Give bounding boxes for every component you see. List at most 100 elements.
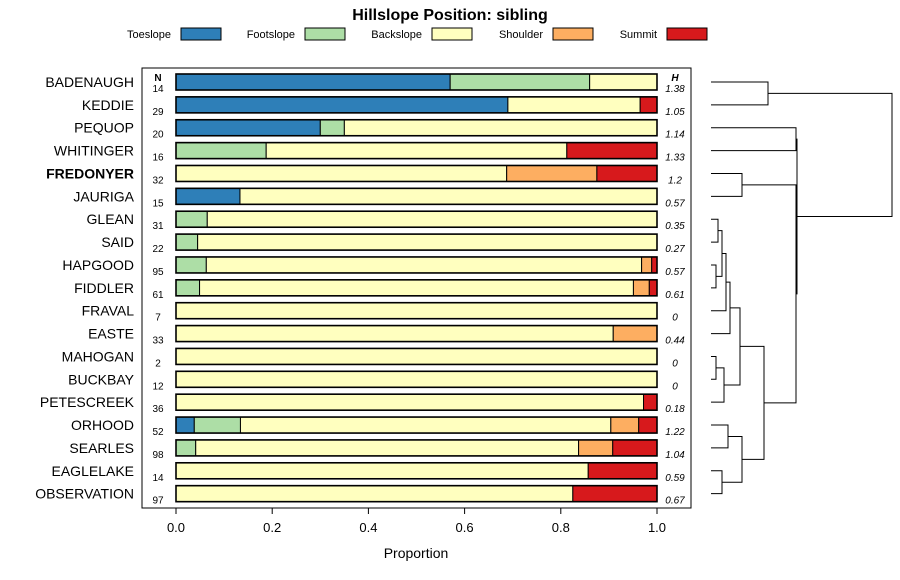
bar-segment-backslope <box>175 485 574 503</box>
bar-outline <box>175 187 658 206</box>
dendrogram-branch <box>711 367 725 403</box>
dendrogram-branch <box>716 230 723 277</box>
row-fraval: FRAVAL 7 0 <box>82 301 678 324</box>
row-label: ORHOOD <box>71 417 134 433</box>
bar-segment-backslope <box>175 347 658 365</box>
bar-segment-footslope <box>193 416 241 434</box>
bar-segment-backslope <box>175 302 658 320</box>
row-h-value: 1.04 <box>665 450 685 461</box>
legend-swatch-backslope <box>431 27 473 41</box>
dendrogram-branch <box>742 184 797 404</box>
x-tick-label: 0.4 <box>359 520 377 535</box>
bar-segment-summit <box>572 485 658 503</box>
row-n-value: 7 <box>155 313 161 324</box>
bar-segment-footslope <box>175 142 267 160</box>
row-h-value: 0.44 <box>665 336 685 347</box>
bar-segment-footslope <box>175 210 208 228</box>
bar-segment-footslope <box>175 439 197 457</box>
plot-frame <box>141 67 692 509</box>
x-tick-label: 0.6 <box>456 520 474 535</box>
row-h-value: 0 <box>672 381 678 392</box>
row-label: EASTE <box>88 326 134 342</box>
bar-segment-summit <box>643 393 658 411</box>
dendrogram-branch <box>722 435 743 483</box>
bar-outline <box>175 439 658 457</box>
bar-outline <box>175 118 658 137</box>
bar-segment-backslope <box>206 210 658 228</box>
bar-outline <box>175 256 658 274</box>
row-label: FREDONYER <box>46 165 134 181</box>
row-h-value: 1.14 <box>665 130 685 141</box>
row-h-value: 0.35 <box>665 221 685 232</box>
bar-segment-summit <box>639 96 658 114</box>
bar-segment-toeslope <box>175 416 195 434</box>
row-label: SEARLES <box>69 440 134 456</box>
row-hapgood: HAPGOOD 95 0.57 <box>62 256 685 278</box>
x-tick-label: 0.2 <box>263 520 281 535</box>
row-badenaugh: BADENAUGH 14 1.38 <box>45 73 685 95</box>
row-label: GLEAN <box>87 211 134 227</box>
bar-segment-summit <box>648 279 658 297</box>
row-h-value: 0.61 <box>665 290 684 301</box>
dendrogram-branch <box>711 281 731 335</box>
bar-segment-backslope <box>199 279 634 297</box>
bar-segment-shoulder <box>578 439 614 457</box>
bar-outline <box>175 73 658 91</box>
row-label: HAPGOOD <box>62 257 134 273</box>
bar-segment-backslope <box>265 142 568 160</box>
row-n-value: 98 <box>152 450 164 461</box>
dendrogram-branch <box>768 92 893 218</box>
bar-segment-backslope <box>195 439 580 457</box>
row-glean: GLEAN 31 0.35 <box>87 210 685 232</box>
bar-segment-footslope <box>175 279 201 297</box>
row-h-value: 0.59 <box>665 473 685 484</box>
bar-outline <box>175 233 658 251</box>
row-h-value: 1.33 <box>665 153 685 164</box>
x-tick-label: 0.0 <box>167 520 185 535</box>
dendrogram-branch <box>711 470 723 495</box>
row-easte: EASTE 33 0.44 <box>88 324 685 347</box>
row-buckbay: BUCKBAY 12 0 <box>68 370 678 392</box>
dendrogram-branch <box>711 264 717 289</box>
bar-segment-backslope <box>175 164 508 182</box>
bar-segment-summit <box>566 142 658 160</box>
bar-segment-footslope <box>449 73 591 91</box>
row-pequop: PEQUOP 20 1.14 <box>74 118 685 141</box>
x-tick-label: 0.8 <box>552 520 570 535</box>
h-column-header: H <box>671 73 679 84</box>
row-n-value: 15 <box>152 198 164 209</box>
dendrogram-branch <box>711 424 729 449</box>
row-n-value: 97 <box>152 496 164 507</box>
row-n-value: 14 <box>152 84 164 95</box>
bar-segment-summit <box>612 439 658 457</box>
bar-outline <box>175 461 658 480</box>
row-n-value: 95 <box>152 267 164 278</box>
bar-segment-toeslope <box>175 73 451 91</box>
row-label: MAHOGAN <box>62 348 134 364</box>
row-n-value: 14 <box>152 473 164 484</box>
bar-segment-backslope <box>175 462 589 480</box>
bar-segment-summit <box>587 462 658 480</box>
row-h-value: 0 <box>672 358 678 369</box>
bar-outline <box>175 96 658 114</box>
bar-segment-summit <box>596 164 658 182</box>
legend-swatch-shoulder <box>552 27 594 41</box>
row-n-value: 12 <box>152 381 164 392</box>
bar-outline <box>175 164 658 183</box>
row-orhood: ORHOOD 52 1.22 <box>71 416 685 438</box>
row-n-value: 33 <box>152 336 164 347</box>
bar-segment-summit <box>638 416 658 434</box>
row-n-value: 20 <box>152 130 164 141</box>
legend: Toeslope Footslope Backslope Shoulder Summit <box>127 27 708 41</box>
n-column-header: N <box>154 73 161 84</box>
bar-outline <box>175 416 658 434</box>
bar-outline <box>175 370 658 389</box>
row-whitinger: WHITINGER 16 1.33 <box>54 141 685 164</box>
bar-segment-shoulder <box>612 325 658 343</box>
row-label: FIDDLER <box>74 280 134 296</box>
bar-segment-backslope <box>197 233 658 251</box>
row-said: SAID 22 0.27 <box>101 233 685 255</box>
legend-label-summit: Summit <box>620 29 657 41</box>
bar-segment-backslope <box>239 416 612 434</box>
